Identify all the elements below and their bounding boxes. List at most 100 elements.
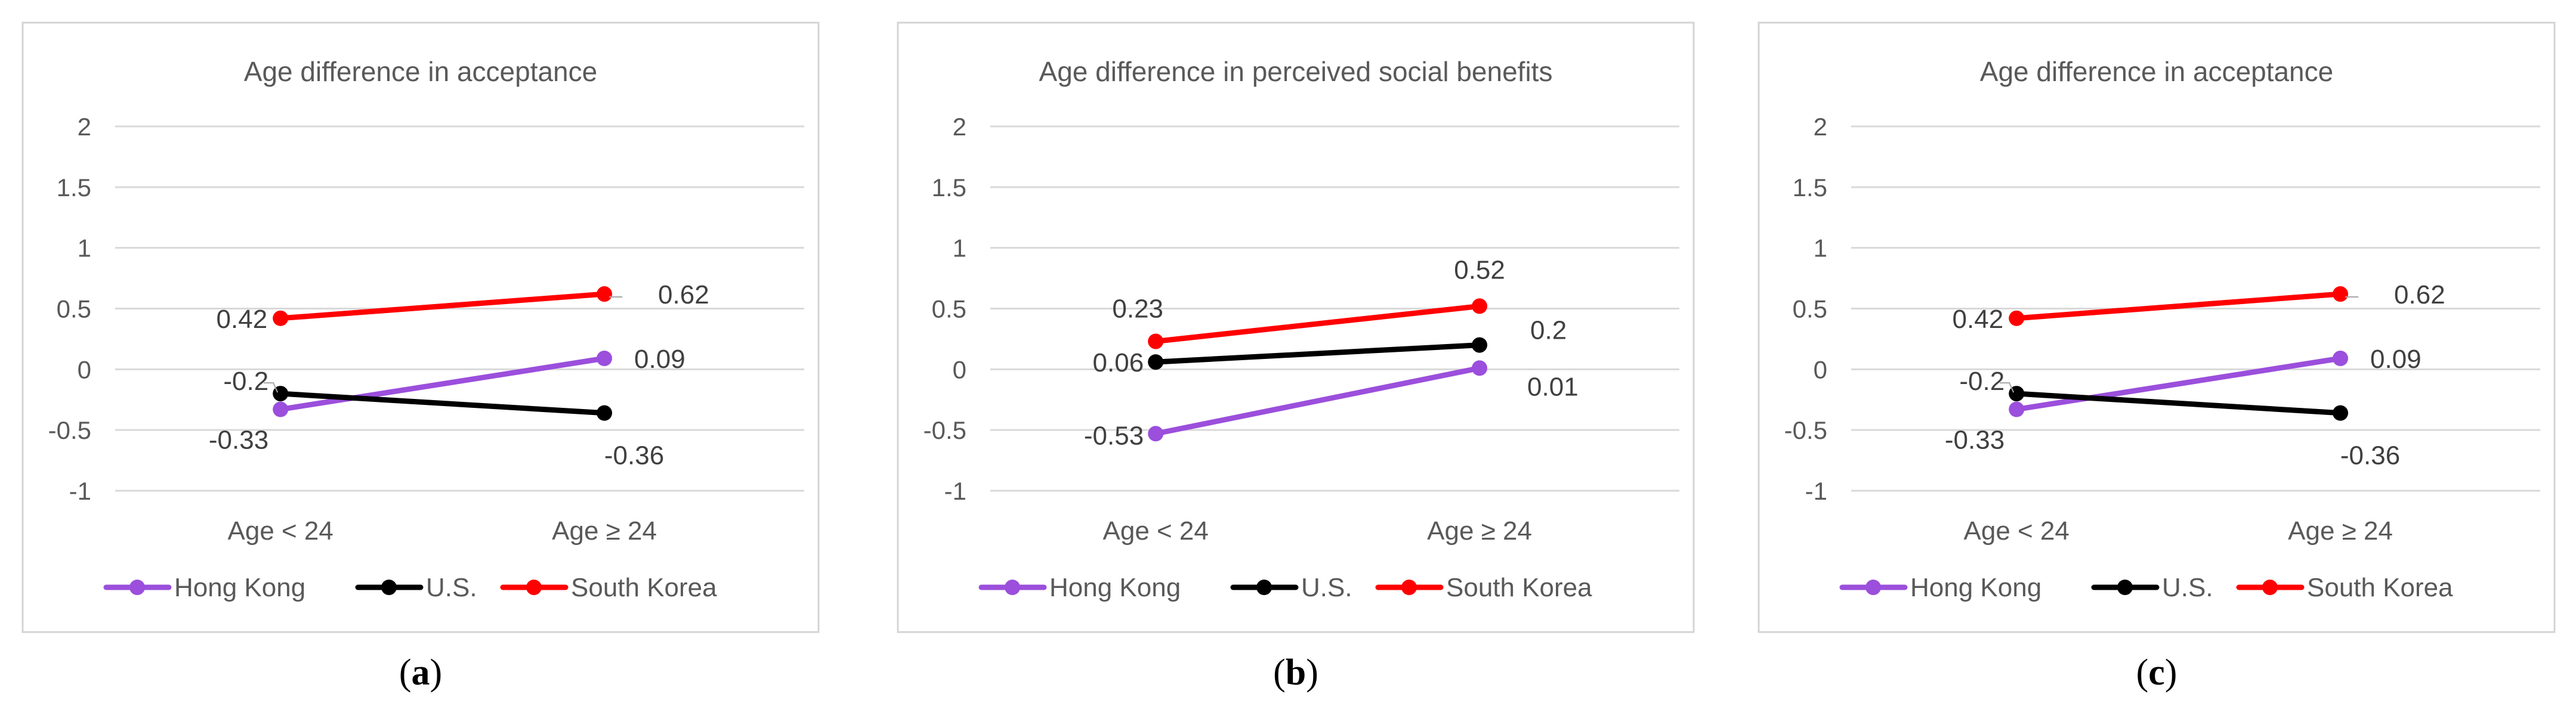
data-label: 0.01 bbox=[1527, 372, 1579, 401]
data-point bbox=[2333, 405, 2349, 421]
data-point bbox=[597, 286, 613, 302]
data-point bbox=[2009, 310, 2025, 326]
y-tick-label: 1.5 bbox=[1793, 174, 1827, 202]
legend-item: U.S. bbox=[2091, 573, 2213, 602]
data-point bbox=[2333, 351, 2349, 367]
data-label: 0.06 bbox=[1093, 348, 1144, 377]
chart-panel-b: Age difference in perceived social benef… bbox=[897, 21, 1695, 693]
data-point bbox=[597, 405, 613, 421]
data-label: -0.36 bbox=[604, 441, 664, 470]
series-line-hong-kong bbox=[1153, 365, 1482, 436]
series-line-south-korea bbox=[1153, 303, 1482, 344]
x-tick-label: Age ≥ 24 bbox=[1427, 516, 1532, 546]
data-label: 0.23 bbox=[1112, 294, 1163, 323]
chart-title: Age difference in acceptance bbox=[244, 56, 597, 87]
chart-panel-c: Age difference in acceptance -1 -0.5 0 0.5 1 1… bbox=[1758, 21, 2556, 693]
label-leader-line bbox=[264, 382, 279, 393]
data-label: -0.33 bbox=[209, 426, 268, 455]
data-point bbox=[273, 401, 289, 417]
caption-open-paren: ( bbox=[1273, 652, 1286, 693]
legend-label: South Korea bbox=[1446, 573, 1592, 602]
y-tick-label: 1 bbox=[953, 234, 966, 262]
legend-label: U.S. bbox=[426, 573, 477, 602]
legend-swatch-marker bbox=[1256, 580, 1272, 595]
series-line-south-korea bbox=[277, 291, 607, 321]
x-tick-label: Age < 24 bbox=[1964, 516, 2070, 546]
legend-label: Hong Kong bbox=[1049, 573, 1181, 602]
chart-title: Age difference in perceived social benef… bbox=[1039, 56, 1553, 87]
panel-caption: (b) bbox=[1273, 652, 1318, 693]
caption-open-paren: ( bbox=[399, 652, 412, 693]
legend-swatch-marker bbox=[381, 580, 397, 595]
y-tick-label: 0 bbox=[1814, 355, 1827, 383]
data-label: 0.09 bbox=[634, 345, 685, 374]
y-tick-label: 0 bbox=[953, 355, 966, 383]
data-point bbox=[2333, 286, 2349, 302]
caption-open-paren: ( bbox=[2136, 652, 2149, 693]
data-label: 0.2 bbox=[1530, 316, 1567, 345]
data-label: 0.42 bbox=[1953, 305, 2004, 334]
panel-caption: (a) bbox=[399, 652, 442, 693]
y-tick-label: 1 bbox=[78, 234, 91, 262]
legend-label: U.S. bbox=[1301, 573, 1352, 602]
data-point bbox=[1148, 354, 1164, 370]
chart-panel-a: Age difference in acceptance -1 -0.5 0 0.5 1 1… bbox=[21, 21, 820, 693]
legend-item: U.S. bbox=[355, 573, 477, 602]
y-tick-label: -0.5 bbox=[1784, 416, 1827, 444]
y-tick-label: -1 bbox=[69, 477, 91, 505]
series-line-hong-kong bbox=[277, 355, 607, 413]
x-tick-label: Age < 24 bbox=[228, 516, 333, 546]
chart-frame bbox=[1758, 21, 2556, 633]
label-leader-line bbox=[2000, 382, 2015, 393]
y-tick-label: -0.5 bbox=[923, 416, 966, 444]
legend-swatch-marker bbox=[1865, 580, 1881, 595]
data-point bbox=[1472, 360, 1488, 376]
legend-label: Hong Kong bbox=[1910, 573, 2041, 602]
legend-item: Hong Kong bbox=[103, 573, 305, 602]
legend-label: South Korea bbox=[2307, 573, 2453, 602]
data-label: -0.2 bbox=[1959, 367, 2004, 396]
data-label: -0.33 bbox=[1945, 426, 2004, 455]
caption-letter: a bbox=[412, 652, 430, 693]
y-tick-label: 1 bbox=[1814, 234, 1827, 262]
y-tick-label: -1 bbox=[1805, 477, 1827, 505]
legend-item: Hong Kong bbox=[978, 573, 1181, 602]
legend-item: U.S. bbox=[1230, 573, 1352, 602]
x-tick-label: Age ≥ 24 bbox=[552, 516, 657, 546]
legend-item: South Korea bbox=[1375, 573, 1592, 602]
data-point bbox=[2009, 401, 2025, 417]
legend-swatch-marker bbox=[129, 580, 145, 595]
data-point bbox=[1148, 333, 1164, 349]
y-tick-label: 2 bbox=[1814, 113, 1827, 141]
series-line-u-s bbox=[277, 391, 607, 416]
data-point bbox=[273, 310, 289, 326]
data-label: 0.09 bbox=[2370, 345, 2421, 374]
legend-swatch-marker bbox=[526, 580, 542, 595]
legend-swatch-marker bbox=[2117, 580, 2133, 595]
caption-letter: b bbox=[1286, 652, 1306, 693]
legend-label: Hong Kong bbox=[174, 573, 305, 602]
data-point bbox=[1472, 298, 1488, 314]
data-label: 0.62 bbox=[658, 280, 709, 309]
data-label: -0.53 bbox=[1084, 421, 1144, 450]
legend-swatch-marker bbox=[1005, 580, 1020, 595]
legend-item: South Korea bbox=[2236, 573, 2453, 602]
series-line-u-s bbox=[1153, 342, 1482, 365]
legend-swatch-marker bbox=[1401, 580, 1417, 595]
y-tick-label: 0.5 bbox=[1793, 295, 1827, 323]
y-tick-label: -0.5 bbox=[48, 416, 91, 444]
chart-title: Age difference in acceptance bbox=[1980, 56, 2333, 87]
data-point bbox=[1472, 337, 1488, 353]
data-point bbox=[1148, 426, 1164, 442]
y-tick-label: 0.5 bbox=[57, 295, 91, 323]
series-line-u-s bbox=[2013, 391, 2343, 416]
legend-label: South Korea bbox=[571, 573, 717, 602]
caption-close-paren: ) bbox=[430, 652, 443, 693]
y-tick-label: -1 bbox=[944, 477, 966, 505]
y-tick-label: 0.5 bbox=[932, 295, 966, 323]
legend-item: South Korea bbox=[500, 573, 717, 602]
legend-swatch-marker bbox=[2262, 580, 2278, 595]
data-label: 0.62 bbox=[2394, 280, 2445, 309]
caption-close-paren: ) bbox=[2165, 652, 2177, 693]
